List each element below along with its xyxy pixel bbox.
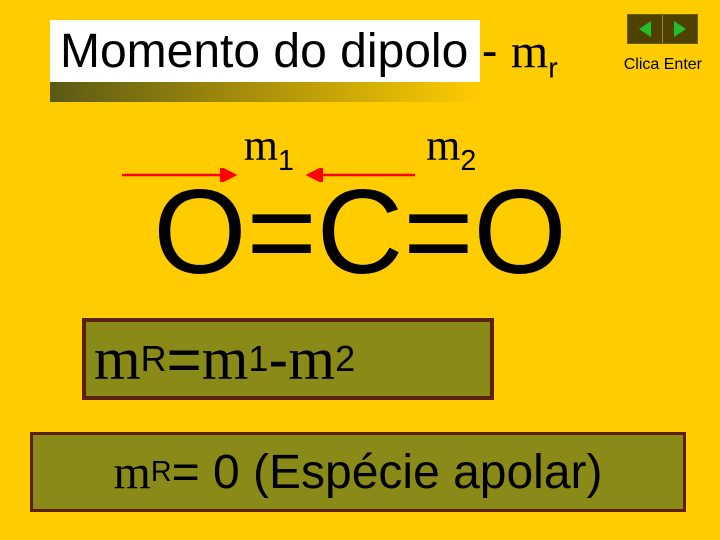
mu2-symbol: m	[426, 121, 460, 170]
eq2-mu-sub: R	[151, 456, 172, 489]
eq1-mu1: m	[202, 325, 249, 394]
title-block: Momento do dipolo - mr	[50, 20, 480, 100]
chevron-left-icon	[639, 21, 651, 37]
molecule-formula: O=C=O	[0, 172, 720, 292]
slide-title: Momento do dipolo - mr	[60, 24, 558, 86]
mu1-symbol: m	[244, 121, 278, 170]
title-mu: m	[511, 25, 548, 78]
equation-2: mR = 0 (Espécie apolar)	[28, 430, 688, 514]
chevron-right-icon	[674, 21, 686, 37]
eq1-minus: -	[268, 325, 288, 394]
eq2-mu: m	[113, 445, 150, 500]
next-button[interactable]	[663, 15, 697, 43]
title-mu-sub: r	[548, 53, 558, 85]
equation-box-2: mR = 0 (Espécie apolar)	[28, 430, 688, 514]
equation-1: mR = m1 - m2	[78, 314, 498, 404]
eq1-equals: =	[167, 325, 202, 394]
eq1-muR-sub: R	[141, 338, 167, 380]
nav-hint: Clica Enter	[624, 56, 702, 74]
eq1-mu2: m	[288, 325, 335, 394]
title-prefix: Momento do dipolo -	[60, 25, 511, 78]
equation-box-1: mR = m1 - m2	[78, 314, 498, 404]
eq1-mu1-sub: 1	[248, 338, 268, 380]
nav-buttons	[627, 14, 698, 44]
eq1-muR: m	[94, 325, 141, 394]
eq1-mu2-sub: 2	[335, 338, 355, 380]
prev-button[interactable]	[628, 15, 663, 43]
eq2-rest: = 0 (Espécie apolar)	[172, 445, 603, 500]
